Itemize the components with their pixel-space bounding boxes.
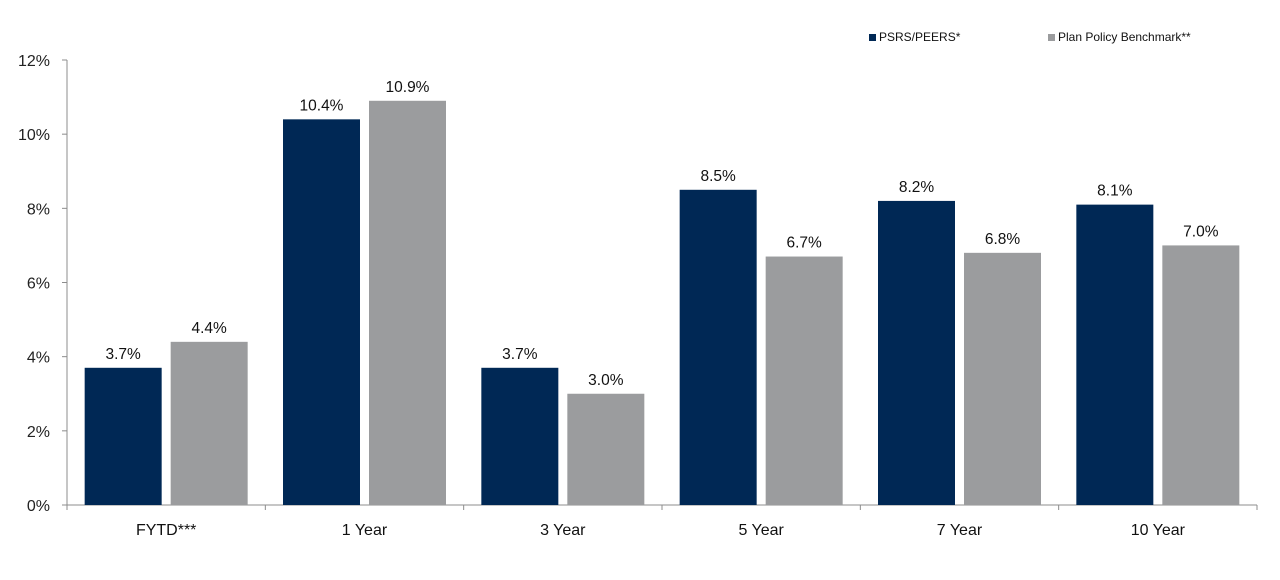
bar-plan-policy-benchmark-0 <box>170 341 248 505</box>
x-category-label: 5 Year <box>738 522 784 539</box>
legend-swatch <box>869 34 876 41</box>
y-tick-label: 0% <box>27 498 50 515</box>
data-label: 3.7% <box>502 346 538 363</box>
y-tick-label: 6% <box>27 276 50 293</box>
bar-plan-policy-benchmark-1 <box>369 100 446 506</box>
bar-plan-policy-benchmark-3 <box>765 256 843 505</box>
bar-psrs-peers-2 <box>481 367 559 505</box>
bar-psrs-peers-1 <box>283 119 360 505</box>
data-label: 8.1% <box>1097 183 1133 200</box>
bar-plan-policy-benchmark-2 <box>567 393 645 505</box>
data-label: 8.5% <box>700 168 736 185</box>
x-category-label: 10 Year <box>1131 522 1186 539</box>
legend-label: Plan Policy Benchmark** <box>1058 30 1191 44</box>
bar-psrs-peers-4 <box>878 200 955 505</box>
bar-psrs-peers-0 <box>84 367 162 505</box>
y-tick-label: 4% <box>27 350 50 367</box>
data-label: 3.7% <box>105 346 141 363</box>
y-tick-label: 10% <box>18 127 50 144</box>
legend-label: PSRS/PEERS* <box>879 30 961 44</box>
x-category-label: 3 Year <box>540 522 586 539</box>
y-tick-label: 12% <box>18 53 50 70</box>
bar-psrs-peers-5 <box>1076 204 1154 505</box>
data-label: 10.9% <box>386 79 430 96</box>
data-label: 7.0% <box>1183 223 1219 240</box>
bar-psrs-peers-3 <box>679 189 757 505</box>
data-label: 3.0% <box>588 372 624 389</box>
bar-layer <box>84 100 1240 506</box>
data-label: 6.7% <box>786 235 822 252</box>
axis-layer: 0% 2% 4% 6% 8% 10% 12% <box>18 53 1258 515</box>
x-category-label: FYTD*** <box>136 522 196 539</box>
legend: PSRS/PEERS* Plan Policy Benchmark** <box>869 30 1191 44</box>
label-layer: 3.7% 4.4% FYTD*** 10.4% 10.9% 1 Year 3.7% 3.0% 3… <box>105 79 1218 539</box>
data-label: 10.4% <box>300 97 344 114</box>
bar-plan-policy-benchmark-4 <box>964 252 1041 505</box>
y-tick-label: 2% <box>27 424 50 441</box>
data-label: 4.4% <box>191 320 227 337</box>
bar-plan-policy-benchmark-5 <box>1162 245 1240 505</box>
data-label: 8.2% <box>899 179 935 196</box>
y-tick-label: 8% <box>27 201 50 218</box>
x-category-label: 1 Year <box>342 522 388 539</box>
data-label: 6.8% <box>985 231 1021 248</box>
x-category-label: 7 Year <box>937 522 983 539</box>
legend-swatch <box>1048 34 1055 41</box>
